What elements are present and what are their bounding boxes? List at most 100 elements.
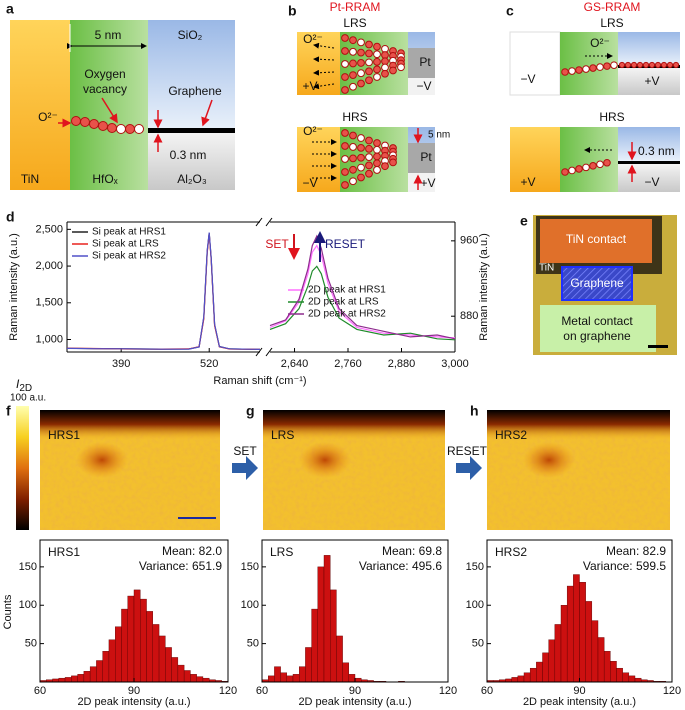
vacancy <box>357 134 365 142</box>
histogram-bar <box>323 555 331 683</box>
histogram-bar <box>305 647 312 683</box>
y-tick-label: 50 <box>25 638 37 650</box>
colorbar <box>16 406 29 530</box>
y-tick-label: 2,500 <box>35 223 63 235</box>
state-label: HRS1 <box>48 545 80 559</box>
oxygen-ion <box>630 61 638 69</box>
histogram-bar <box>603 651 611 683</box>
legend-label: Si peak at HRS2 <box>92 251 166 262</box>
state: LRS <box>600 16 623 30</box>
histogram-bar <box>548 639 556 683</box>
label: on graphene <box>563 329 631 343</box>
graphene-layer <box>618 161 680 164</box>
pt-electrode <box>408 48 435 78</box>
label: TiN <box>21 172 39 186</box>
histogram-bar <box>102 651 110 683</box>
histogram-bar <box>317 566 325 683</box>
vacancy <box>134 124 144 134</box>
oxygen-ion <box>365 136 373 145</box>
label: −V <box>520 72 535 86</box>
heatmap-top <box>487 410 670 530</box>
oxygen-ion <box>624 61 632 69</box>
histogram-bar <box>114 626 122 683</box>
label: Metal contact <box>561 314 633 328</box>
histogram-bar <box>274 666 281 683</box>
label: O²⁻ <box>303 124 323 138</box>
x-tick-label: 90 <box>349 685 361 697</box>
oxygen-ion <box>349 71 357 80</box>
legend-label: Si peak at LRS <box>92 239 159 250</box>
histogram-bar <box>330 589 337 683</box>
oxygen-ion <box>341 34 349 42</box>
vacancy <box>373 50 381 59</box>
heatmaps: HRS1 LRS HRS2 <box>40 410 670 530</box>
hfox-layer <box>560 127 618 192</box>
mean-label: Mean: 82.0 <box>162 544 222 558</box>
histogram-bar <box>133 589 141 683</box>
oxygen-ion <box>654 61 662 69</box>
series-line <box>269 234 456 340</box>
graphene-area <box>561 266 633 301</box>
y-tick-label: 100 <box>466 599 484 611</box>
histogram-bar <box>542 652 549 683</box>
x-tick-label: 120 <box>663 685 681 697</box>
oxygen-ion <box>381 162 389 171</box>
oxygen-ion <box>98 121 108 131</box>
vacancy <box>349 47 357 56</box>
mean-label: Mean: 69.8 <box>382 544 442 558</box>
colorbar-max: 100 a.u. <box>10 393 46 404</box>
variance-label: Variance: 495.6 <box>359 559 442 573</box>
histogram-bar <box>299 666 306 683</box>
x-tick-label: 120 <box>219 685 237 697</box>
y2-axis-label: Raman intensity (a.u.) <box>478 233 490 341</box>
transition-arrow <box>456 456 482 480</box>
vacancy <box>582 163 590 172</box>
sio2-layer <box>618 32 680 65</box>
histogram-bar <box>146 611 154 683</box>
oxygen-ion <box>341 129 349 137</box>
vacancy <box>568 67 576 75</box>
al2o3-layer <box>408 78 435 95</box>
label: −V <box>644 175 659 189</box>
oxygen-ion <box>603 158 611 167</box>
electrode <box>509 31 561 96</box>
legend-label: 2D peak at HRS1 <box>308 285 386 296</box>
sio2-layer <box>148 20 235 128</box>
vacancy <box>582 65 590 73</box>
histogram-bar <box>64 677 72 683</box>
label: −V <box>416 79 431 93</box>
annotation: SET <box>265 237 289 251</box>
label: TiN <box>539 263 554 274</box>
oxygen-ion <box>365 49 373 58</box>
histogram-bar <box>127 595 135 683</box>
label: 5 nm <box>95 28 122 42</box>
oxygen-ion <box>642 61 650 69</box>
oxygen-ion <box>365 40 373 49</box>
panel-a: 5 nm SiO₂ Oxygen vacancy Graphene O²⁻ 0.… <box>10 20 235 190</box>
label: O²⁻ <box>38 110 58 124</box>
oxygen-ion <box>589 64 597 72</box>
panel-label: f <box>6 403 11 419</box>
histogram-bar <box>536 661 543 683</box>
histogram-bar <box>585 601 593 683</box>
histogram-bar <box>529 667 537 683</box>
histogram-bar <box>523 672 531 683</box>
oxygen-ion <box>575 66 583 74</box>
series-line <box>269 244 456 339</box>
oxygen-ion <box>357 173 365 182</box>
y-axis-label: Counts <box>2 594 14 629</box>
oxygen-ion <box>373 57 381 66</box>
histogram-bar <box>83 671 91 683</box>
label: +V <box>302 79 317 93</box>
label: −V <box>302 176 317 190</box>
x-tick-label: 2,880 <box>388 358 416 370</box>
vacancy <box>349 143 357 151</box>
colorbar-label: I2D <box>16 377 32 393</box>
label: Al₂O₃ <box>177 172 207 186</box>
vacancy <box>373 145 381 154</box>
tin-contact <box>540 219 652 263</box>
axis-break <box>265 217 273 227</box>
histogram-bar <box>634 677 642 683</box>
histogram-bar <box>152 624 160 683</box>
x-tick-label: 60 <box>481 685 493 697</box>
